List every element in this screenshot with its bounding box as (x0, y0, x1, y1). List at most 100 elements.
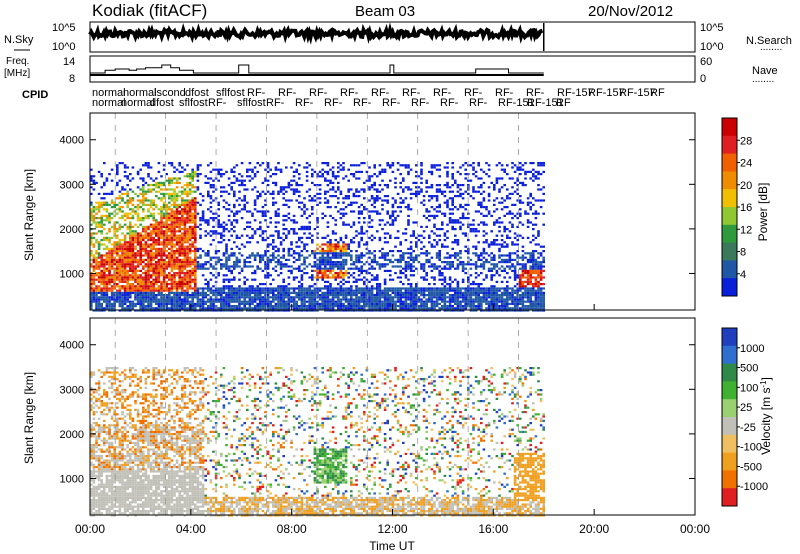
heat-cell (139, 263, 142, 266)
heat-cell (339, 261, 343, 264)
heat-cell (217, 241, 220, 244)
heat-cell (298, 195, 301, 198)
heat-cell (456, 186, 460, 189)
heat-cell (160, 289, 163, 292)
heat-cell (173, 285, 176, 288)
heat-cell (92, 298, 96, 301)
heat-cell (147, 298, 150, 301)
heat-cell (147, 239, 150, 242)
heat-cell (321, 298, 324, 301)
heat-cell (417, 300, 421, 303)
heat-cell (292, 256, 296, 259)
heat-cell (212, 289, 215, 292)
heat-cell (121, 274, 124, 277)
heat-cell (290, 166, 293, 169)
heat-cell (168, 274, 171, 277)
heat-cell (331, 302, 335, 305)
heat-cell (373, 206, 376, 209)
heat-cell (240, 254, 244, 257)
heat-cell (446, 305, 449, 308)
heat-cell (316, 300, 319, 303)
heat-cell (344, 263, 348, 266)
heat-cell (378, 289, 382, 292)
heat-cell (261, 256, 265, 259)
heat-cell (162, 214, 166, 217)
heat-cell (152, 214, 155, 217)
heat-cell (459, 173, 462, 176)
heat-cell (152, 201, 155, 204)
heat-cell (222, 298, 226, 301)
heat-cell (391, 265, 395, 268)
heat-cell (404, 294, 408, 297)
heat-cell (131, 252, 135, 255)
heat-cell (243, 296, 246, 299)
cpid-label-r1-15: RF-157 (557, 87, 594, 99)
heat-cell (175, 179, 179, 182)
heat-cell (116, 298, 119, 301)
heat-cell (251, 298, 254, 301)
heat-cell (108, 261, 111, 264)
heat-cell (155, 294, 158, 297)
heat-cell (92, 287, 96, 290)
heat-cell (181, 190, 184, 193)
heat-cell (292, 228, 296, 231)
heat-cell (95, 181, 98, 184)
heat-cell (368, 252, 371, 255)
heat-cell (308, 188, 311, 191)
heat-cell (357, 298, 361, 301)
heat-cell (360, 228, 363, 231)
heat-cell (170, 234, 174, 237)
heat-cell (344, 300, 348, 303)
heat-cell (188, 245, 192, 248)
heat-cell (461, 184, 465, 187)
heat-cell (142, 199, 145, 202)
heat-cell (90, 289, 93, 292)
heat-cell (110, 212, 114, 215)
heat-cell (194, 186, 197, 189)
heat-cell (303, 225, 306, 228)
heat-cell (105, 254, 109, 257)
heat-cell (188, 219, 192, 222)
heat-cell (360, 265, 363, 268)
heat-cell (147, 210, 150, 213)
heat-cell (110, 294, 114, 297)
heat-cell (162, 278, 166, 281)
heat-cell (279, 296, 283, 299)
heat-cell (123, 192, 127, 195)
heat-cell (305, 289, 309, 292)
heat-cell (147, 261, 150, 264)
heat-cell (472, 219, 475, 222)
heat-cell (272, 190, 275, 193)
heat-cell (147, 258, 150, 261)
heat-cell (456, 296, 460, 299)
heat-cell (282, 263, 285, 266)
heat-cell (220, 173, 223, 176)
heat-cell (435, 190, 439, 193)
heat-cell (103, 291, 106, 294)
heat-cell (448, 296, 452, 299)
heat-cell (277, 291, 280, 294)
heat-cell (295, 267, 298, 270)
heat-cell (157, 307, 161, 310)
heat-cell (162, 197, 166, 200)
heat-cell (217, 250, 220, 253)
heat-cell (253, 199, 257, 202)
heat-cell (238, 261, 241, 264)
heat-cell (134, 269, 137, 272)
heat-cell (300, 300, 304, 303)
heat-cell (352, 210, 356, 213)
heat-cell (422, 287, 426, 290)
heat-cell (142, 239, 145, 242)
heat-cell (162, 302, 166, 305)
heat-cell (129, 269, 132, 272)
heat-cell (168, 181, 171, 184)
heat-cell (155, 230, 158, 233)
heat-cell (191, 298, 194, 301)
heat-cell (381, 219, 384, 222)
heat-cell (308, 294, 311, 297)
heat-cell (472, 168, 475, 171)
heat-cell (383, 263, 387, 266)
heat-cell (113, 276, 116, 279)
heat-cell (324, 258, 327, 261)
heat-cell (446, 307, 449, 310)
